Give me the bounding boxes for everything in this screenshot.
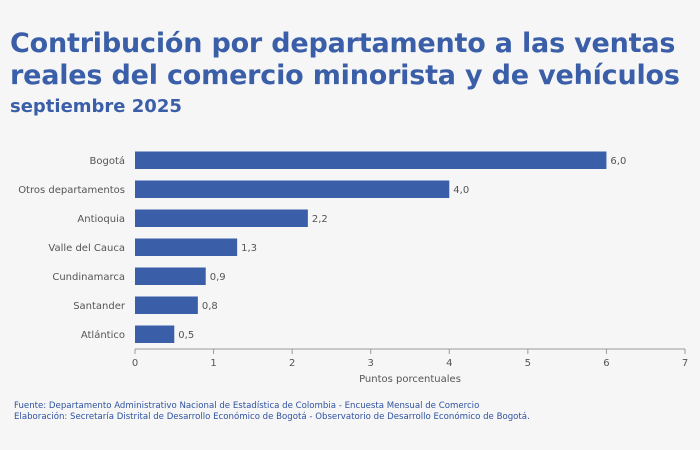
x-tick-label: 2 xyxy=(289,358,295,369)
bar xyxy=(135,209,308,227)
value-label: 0,9 xyxy=(210,272,226,283)
value-label: 4,0 xyxy=(453,185,469,196)
category-label: Valle del Cauca xyxy=(48,243,125,254)
bar xyxy=(135,267,206,285)
source-note: Fuente: Departamento Administrativo Naci… xyxy=(14,401,480,411)
bar xyxy=(135,296,198,314)
x-tick-label: 3 xyxy=(368,358,374,369)
bars-layer xyxy=(135,151,607,343)
category-label: Cundinamarca xyxy=(52,272,125,283)
category-label: Atlántico xyxy=(81,329,125,341)
x-tick-label: 7 xyxy=(682,358,688,369)
value-labels: 6,0 4,0 2,2 1,3 0,9 0,8 0,5 xyxy=(178,156,626,341)
value-label: 0,8 xyxy=(202,301,218,312)
value-label: 1,3 xyxy=(241,243,257,254)
x-tick-label: 5 xyxy=(525,358,531,369)
category-label: Antioquia xyxy=(77,214,125,225)
x-tick-label: 4 xyxy=(446,358,452,369)
elaboration-note: Elaboración: Secretaría Distrital de Des… xyxy=(14,412,530,422)
bar xyxy=(135,180,450,198)
x-tick-label: 1 xyxy=(210,358,216,369)
bar xyxy=(135,238,238,256)
category-label: Bogotá xyxy=(90,155,126,167)
x-axis-title: Puntos porcentuales xyxy=(359,374,461,385)
value-label: 0,5 xyxy=(178,330,194,341)
bar xyxy=(135,151,607,169)
chart-title: Contribución por departamento a las vent… xyxy=(10,28,680,91)
x-tick-label: 0 xyxy=(132,358,138,369)
category-labels: Bogotá Otros departamentos Antioquia Valle … xyxy=(18,155,126,341)
footer: Fuente: Departamento Administrativo Naci… xyxy=(14,401,530,423)
value-label: 6,0 xyxy=(610,156,626,167)
x-ticks: 0 1 2 3 4 5 6 7 xyxy=(132,349,688,369)
bar xyxy=(135,325,175,343)
value-label: 2,2 xyxy=(312,214,328,225)
category-label: Otros departamentos xyxy=(18,185,125,196)
x-tick-label: 6 xyxy=(603,358,609,369)
category-label: Santander xyxy=(73,301,126,312)
chart-subtitle: septiembre 2025 xyxy=(10,96,182,117)
